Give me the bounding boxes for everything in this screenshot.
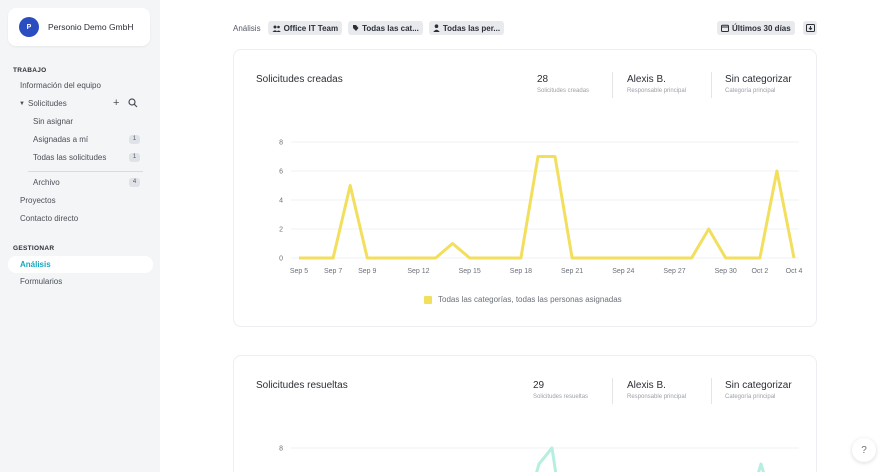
caret-down-icon[interactable]: ▼ bbox=[19, 101, 25, 107]
stat-label: Responsable principal bbox=[627, 394, 687, 400]
people-filter-label: Todas las per... bbox=[442, 23, 501, 33]
y-tick-label: 0 bbox=[279, 256, 283, 263]
count-badge: 4 bbox=[129, 178, 140, 187]
sidebar-item-assigned-to-me[interactable]: Asignadas a mí bbox=[33, 135, 89, 144]
help-button[interactable]: ? bbox=[852, 438, 876, 462]
stat-separator bbox=[711, 378, 712, 404]
count-badge: 1 bbox=[129, 153, 140, 162]
section-label-manage: GESTIONAR bbox=[13, 245, 55, 252]
created-line-chart: 0 2 4 6 8 Sep 5 Sep 7 Sep 9 Sep 12 Sep 15 Sep 18 Se… bbox=[279, 140, 803, 276]
x-tick-label: Sep 21 bbox=[561, 268, 583, 275]
sidebar-item-forms[interactable]: Formularios bbox=[20, 277, 63, 286]
x-tick-label: Sep 24 bbox=[612, 268, 634, 275]
y-tick-label: 4 bbox=[279, 198, 283, 205]
sidebar-item-direct-contact[interactable]: Contacto directo bbox=[20, 214, 79, 223]
stat-label: Solicitudes creadas bbox=[537, 88, 590, 94]
sidebar-item-requests[interactable]: Solicitudes bbox=[28, 99, 67, 108]
stat-value: Sin categorizar bbox=[725, 74, 792, 85]
stat-label: Categoría principal bbox=[725, 394, 776, 400]
created-requests-card: Solicitudes creadas 28 Solicitudes cread… bbox=[233, 49, 817, 327]
x-tick-label: Oct 2 bbox=[751, 268, 768, 275]
x-tick-label: Sep 15 bbox=[459, 268, 481, 275]
team-filter-label: Office IT Team bbox=[283, 23, 339, 33]
stat-label: Responsable principal bbox=[627, 88, 687, 94]
sidebar-item-all-requests[interactable]: Todas las solicitudes bbox=[33, 153, 107, 162]
filter-bar: Análisis Office IT Team Todas las cat...… bbox=[233, 21, 505, 35]
filter-label: Análisis bbox=[233, 23, 261, 33]
people-icon bbox=[272, 25, 281, 32]
x-tick-label: Sep 9 bbox=[358, 268, 376, 275]
y-tick-label: 6 bbox=[279, 169, 283, 176]
sidebar-item-archive[interactable]: Archivo bbox=[33, 178, 60, 187]
calendar-icon bbox=[721, 24, 729, 32]
team-filter[interactable]: Office IT Team bbox=[267, 21, 343, 35]
people-filter[interactable]: Todas las per... bbox=[428, 21, 505, 35]
stat-top-category: Sin categorizar Categoría principal bbox=[725, 380, 792, 400]
stat-top-category: Sin categorizar Categoría principal bbox=[725, 74, 792, 94]
x-tick-label: Sep 27 bbox=[663, 268, 685, 275]
stat-value: Alexis B. bbox=[627, 380, 666, 391]
stat-separator bbox=[612, 72, 613, 98]
org-switcher[interactable]: P Personio Demo GmbH bbox=[8, 8, 150, 46]
card-title: Solicitudes resueltas bbox=[256, 380, 348, 391]
sidebar-item-analysis[interactable] bbox=[8, 256, 153, 273]
sidebar-item-projects[interactable]: Proyectos bbox=[20, 196, 56, 205]
date-range-picker[interactable]: Últimos 30 días bbox=[717, 21, 795, 35]
x-tick-label: Sep 7 bbox=[324, 268, 342, 275]
count-badge: 1 bbox=[129, 135, 140, 144]
resolved-line-chart: 8 bbox=[279, 446, 799, 472]
series-line bbox=[757, 462, 765, 472]
series-line bbox=[535, 446, 558, 472]
export-button[interactable] bbox=[803, 21, 817, 35]
stat-total: 29 Solicitudes resueltas bbox=[533, 380, 588, 400]
card-title: Solicitudes creadas bbox=[256, 74, 343, 85]
chart-legend[interactable]: Todas las categorías, todas las personas… bbox=[424, 295, 622, 304]
x-tick-label: Sep 12 bbox=[407, 268, 429, 275]
legend-label: Todas las categorías, todas las personas… bbox=[438, 295, 622, 304]
org-avatar: P bbox=[19, 17, 39, 37]
stat-value: Alexis B. bbox=[627, 74, 666, 85]
section-label-work: TRABAJO bbox=[13, 67, 47, 74]
stat-label: Categoría principal bbox=[725, 88, 776, 94]
search-icon[interactable] bbox=[128, 98, 138, 108]
x-tick-label: Oct 4 bbox=[786, 268, 803, 275]
category-filter[interactable]: Todas las cat... bbox=[348, 21, 423, 35]
series-line bbox=[299, 155, 796, 260]
x-tick-label: Sep 30 bbox=[715, 268, 737, 275]
plus-icon[interactable]: + bbox=[113, 97, 120, 109]
sidebar-item-analysis-label: Análisis bbox=[20, 260, 51, 269]
stat-top-assignee: Alexis B. Responsable principal bbox=[627, 74, 686, 94]
legend-swatch bbox=[424, 295, 432, 304]
tag-icon bbox=[353, 25, 359, 31]
date-range-label: Últimos 30 días bbox=[732, 23, 791, 33]
y-tick-label: 8 bbox=[279, 140, 283, 147]
sidebar-item-unassigned[interactable]: Sin asignar bbox=[33, 117, 74, 126]
person-icon bbox=[433, 24, 440, 32]
stat-value: Sin categorizar bbox=[725, 380, 792, 391]
download-icon bbox=[805, 24, 815, 32]
x-tick-label: Sep 5 bbox=[290, 268, 308, 275]
sidebar-item-team-info[interactable]: Información del equipo bbox=[20, 81, 101, 90]
stat-label: Solicitudes resueltas bbox=[533, 394, 589, 400]
stat-separator bbox=[612, 378, 613, 404]
sidebar: P Personio Demo GmbH TRABAJO Información… bbox=[0, 0, 160, 472]
resolved-requests-card: Solicitudes resueltas 29 Solicitudes res… bbox=[233, 355, 817, 472]
stat-total: 28 Solicitudes creadas bbox=[537, 74, 589, 94]
org-name: Personio Demo GmbH bbox=[48, 22, 134, 32]
stat-value: 29 bbox=[533, 380, 545, 391]
category-filter-label: Todas las cat... bbox=[362, 23, 419, 33]
stat-separator bbox=[711, 72, 712, 98]
stat-value: 28 bbox=[537, 74, 549, 85]
y-tick-label: 8 bbox=[279, 446, 283, 453]
x-tick-label: Sep 18 bbox=[510, 268, 532, 275]
divider bbox=[28, 171, 143, 172]
stat-top-assignee: Alexis B. Responsable principal bbox=[627, 380, 686, 400]
y-tick-label: 2 bbox=[279, 227, 283, 234]
